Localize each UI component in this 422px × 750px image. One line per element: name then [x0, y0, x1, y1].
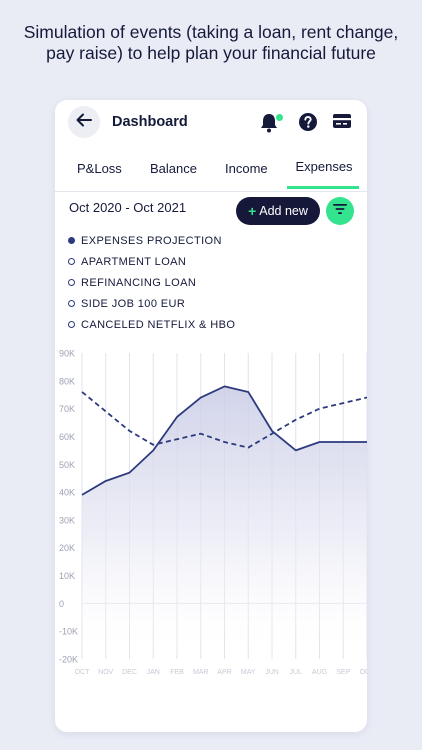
x-tick-label: AUG	[312, 669, 327, 676]
tab-expenses[interactable]: Expenses	[295, 160, 353, 174]
date-range-label[interactable]: Oct 2020 - Oct 2021	[69, 200, 187, 215]
y-tick-label: 70K	[59, 404, 75, 414]
credit-card-icon	[332, 114, 352, 134]
active-tab-indicator	[287, 186, 359, 189]
radio-empty-icon	[68, 321, 75, 328]
x-tick-label: APR	[217, 669, 231, 676]
phone-screen-card: Dashboard	[55, 100, 367, 732]
x-tick-label: NOV	[98, 669, 114, 676]
help-button[interactable]	[298, 112, 320, 134]
series-area	[82, 386, 367, 659]
top-bar: Dashboard	[55, 100, 367, 146]
legend-item-canceled-netflix-hbo[interactable]: CANCELED NETFLIX & HBO	[68, 314, 235, 335]
x-tick-label: DEC	[122, 669, 137, 676]
headline: Simulation of events (taking a loan, ren…	[23, 22, 399, 63]
y-tick-label: 30K	[59, 515, 75, 525]
radio-empty-icon	[68, 279, 75, 286]
legend-label: REFINANCING LOAN	[81, 276, 197, 289]
y-tick-label: 50K	[59, 460, 75, 470]
filter-button[interactable]	[326, 197, 354, 225]
notifications-button[interactable]	[259, 112, 283, 134]
y-tick-label: 10K	[59, 571, 75, 581]
expenses-chart: 90K 80K 70K 60K 50K 40K 30K 20K 10K 0 -10K -20K OCT N…	[55, 342, 367, 687]
radio-empty-icon	[68, 258, 75, 265]
tab-income[interactable]: Income	[225, 161, 268, 176]
chart-svg: 90K 80K 70K 60K 50K 40K 30K 20K 10K 0 -10K -20K OCT N…	[59, 349, 367, 676]
filter-icon	[332, 202, 348, 220]
legend-label: APARTMENT LOAN	[81, 255, 187, 268]
x-tick-label: FEB	[170, 669, 184, 676]
legend-item-refinancing-loan[interactable]: REFINANCING LOAN	[68, 272, 235, 293]
x-tick-label: MAY	[241, 669, 256, 676]
arrow-left-icon	[76, 113, 92, 132]
x-tick-label: SEP	[336, 669, 350, 676]
y-tick-label: -20K	[59, 655, 78, 665]
x-tick-label: MAR	[193, 669, 209, 676]
x-tick-label: OCT	[75, 669, 91, 676]
y-tick-label: 0	[59, 599, 64, 609]
scenario-legend: EXPENSES PROJECTION APARTMENT LOAN REFIN…	[68, 230, 235, 335]
legend-label: SIDE JOB 100 EUR	[81, 297, 186, 310]
y-tick-label: 90K	[59, 349, 75, 359]
series-line-dashed	[81, 391, 367, 449]
y-tick-label: 60K	[59, 432, 75, 442]
y-tick-label: -10K	[59, 627, 78, 637]
back-button[interactable]	[68, 106, 100, 138]
tab-bar: P&Loss Balance Income Expenses	[55, 148, 367, 192]
notification-dot	[276, 114, 283, 121]
card-button[interactable]	[332, 112, 354, 134]
series-line-solid	[81, 385, 367, 496]
legend-item-expenses-projection[interactable]: EXPENSES PROJECTION	[68, 230, 235, 251]
add-new-button[interactable]: + Add new	[236, 197, 320, 225]
tab-profit-loss[interactable]: P&Loss	[77, 161, 122, 176]
page-title: Dashboard	[112, 114, 188, 130]
x-tick-label: JUL	[290, 669, 303, 676]
plus-icon: +	[248, 203, 257, 219]
x-tick-label: JUN	[265, 669, 279, 676]
help-circle-icon	[298, 113, 318, 136]
tab-balance[interactable]: Balance	[150, 161, 197, 176]
y-tick-label: 80K	[59, 376, 75, 386]
bell-icon	[259, 114, 279, 138]
radio-selected-icon	[68, 237, 75, 244]
legend-label: CANCELED NETFLIX & HBO	[81, 318, 236, 331]
y-tick-label: 40K	[59, 488, 75, 498]
legend-item-side-job[interactable]: SIDE JOB 100 EUR	[68, 293, 235, 314]
legend-item-apartment-loan[interactable]: APARTMENT LOAN	[68, 251, 235, 272]
radio-empty-icon	[68, 300, 75, 307]
x-tick-label: OCT	[360, 669, 367, 676]
legend-label: EXPENSES PROJECTION	[81, 234, 222, 247]
add-new-label: Add new	[259, 204, 308, 218]
x-tick-label: JAN	[147, 669, 160, 676]
y-tick-label: 20K	[59, 543, 75, 553]
